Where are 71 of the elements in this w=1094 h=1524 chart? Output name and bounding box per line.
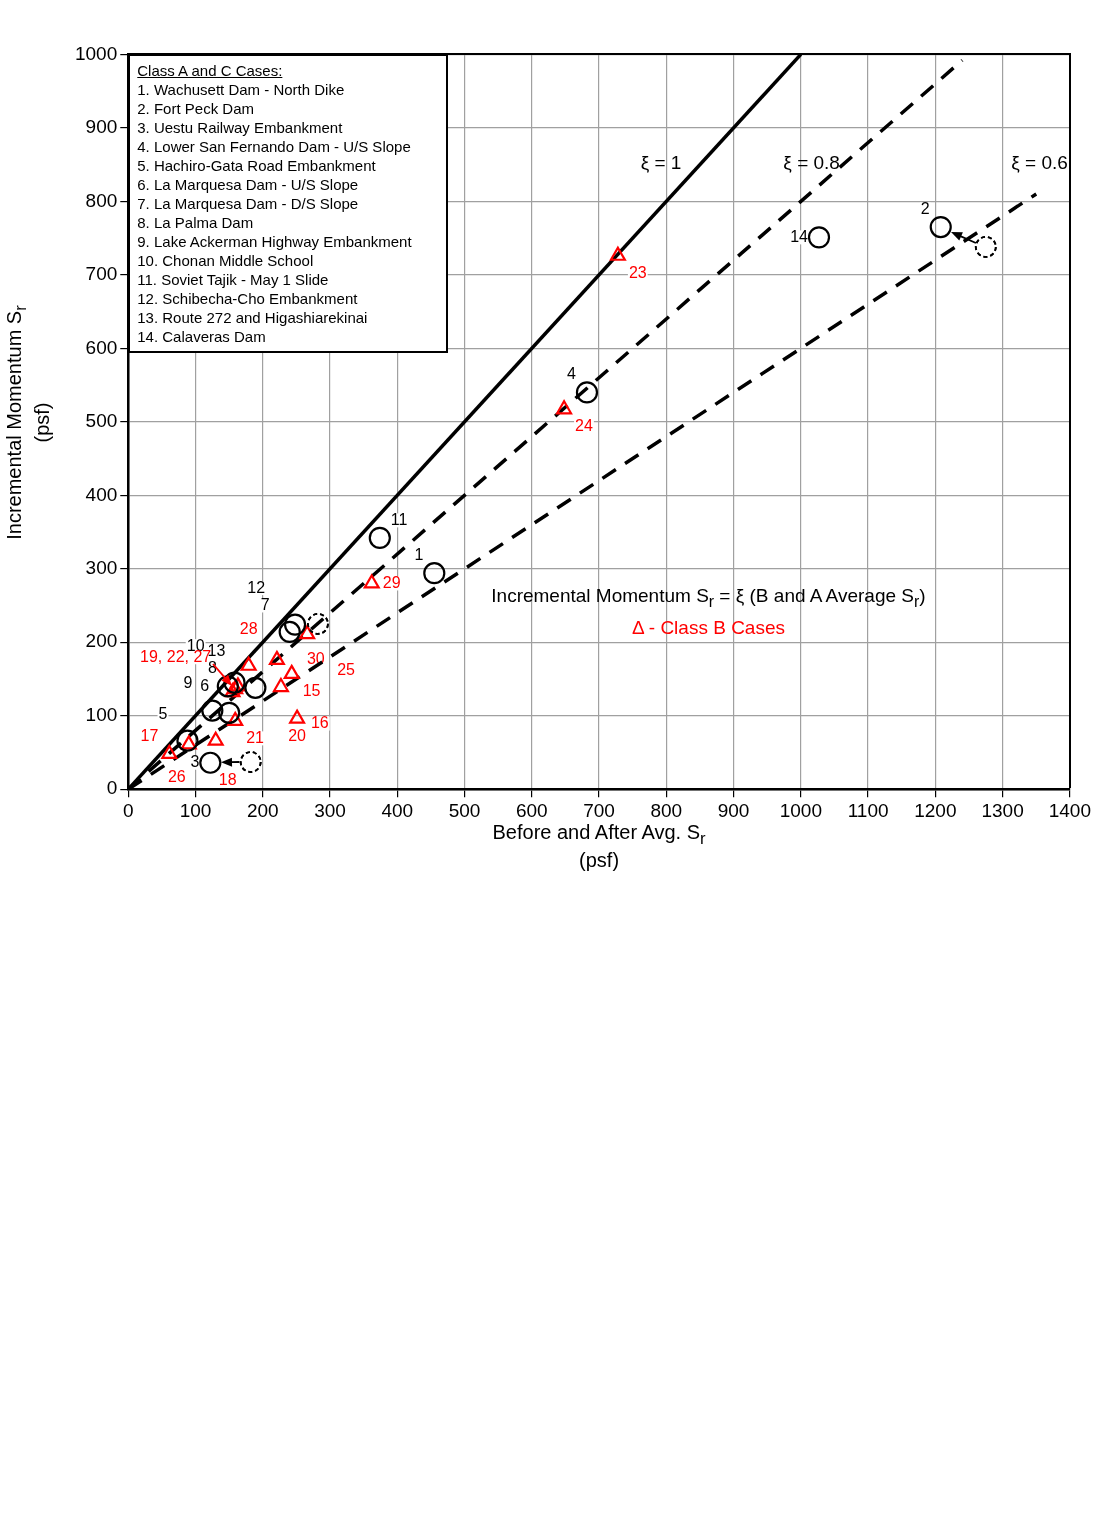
x-tick-label: 300 [314, 799, 346, 821]
y-tick-label: 1000 [74, 42, 118, 64]
x-tick-label: 1300 [981, 799, 1024, 821]
y-tick-label: 900 [85, 116, 118, 138]
annotation: 12 [247, 578, 266, 596]
annotation: 16 [310, 713, 329, 731]
annotation: 28 [239, 619, 258, 637]
annotation: Class A and C Cases: [137, 61, 284, 81]
annotation: ξ = 0.6 [1011, 152, 1068, 175]
annotation: 7 [260, 595, 270, 613]
annotation: Δ - Class B Cases [630, 616, 786, 641]
annotation: 6. La Marquesa Dam - U/S Slope [137, 175, 360, 195]
annotation: 2 [920, 199, 930, 217]
y-tick-label: 200 [85, 630, 118, 652]
annotation: 14. Calaveras Dam [137, 327, 267, 347]
annotation: 23 [628, 263, 647, 281]
annotation: 21 [246, 728, 265, 746]
annotation: 2. Fort Peck Dam [137, 99, 255, 119]
y-tick-label: 0 [106, 777, 118, 799]
annotation: 4 [567, 365, 577, 383]
x-tick-label: 100 [179, 799, 212, 821]
x-tick-label: 1100 [847, 799, 889, 821]
annotation: Incremental Momentum S$_{r}$ = ξ (B and A Average S$_{r}$) [491, 584, 926, 613]
annotation: 25 [337, 661, 356, 679]
y-tick-label: 400 [85, 483, 118, 505]
annotation: 3 [190, 753, 200, 771]
annotation: 7. La Marquesa Dam - D/S Slope [137, 194, 360, 214]
annotation: 1. Wachusett Dam - North Dike [137, 80, 346, 100]
x-tick-label: 400 [381, 799, 414, 821]
annotation: 9. Lake Ackerman Highway Embankment [137, 232, 413, 252]
annotation: 26 [167, 767, 186, 785]
annotation: 9 [183, 674, 193, 692]
annotation: 5. Hachiro-Gata Road Embankment [137, 156, 377, 176]
annotation: 20 [288, 726, 307, 744]
annotation: 18 [218, 771, 237, 789]
annotation: 17 [140, 726, 159, 744]
y-tick-label: 100 [85, 703, 118, 725]
annotation: 8. La Palma Dam [137, 213, 255, 233]
y-tick-label: 600 [85, 336, 118, 358]
annotation: 8 [207, 659, 217, 677]
annotation: ξ = 0.8 [783, 152, 840, 175]
text: Before and After Avg. S$_{r}$ (psf) [492, 821, 706, 872]
x-tick-label: 600 [515, 799, 548, 821]
x-tick-label: 1000 [779, 799, 822, 821]
annotation: 3. Uestu Railway Embankment [137, 118, 344, 138]
annotation: 13. Route 272 and Higashiarekinai [137, 308, 369, 328]
annotation: 5 [158, 704, 168, 722]
annotation: 11 [390, 510, 408, 528]
x-tick-label: 200 [246, 799, 279, 821]
annotation: ξ = 1 [640, 152, 682, 175]
annotation: 4. Lower San Fernando Dam - U/S Slope [137, 137, 412, 157]
annotation: 6 [200, 676, 210, 694]
annotation: 24 [575, 417, 593, 435]
y-tick-label: 300 [85, 556, 118, 578]
annotation: 29 [382, 573, 401, 591]
y-tick-label: 800 [85, 189, 118, 211]
x-tick-label: 1200 [914, 799, 957, 821]
x-tick-label: 1400 [1048, 799, 1092, 821]
annotation: 14 [790, 227, 809, 245]
annotation: 15 [302, 681, 321, 699]
y-tick-label: 700 [85, 263, 118, 285]
annotation: 10. Chonan Middle School [137, 251, 315, 271]
x-tick-label: 800 [650, 799, 683, 821]
annotation: 1 [414, 546, 424, 564]
x-tick-label: 900 [717, 799, 750, 821]
y-tick-label: 500 [85, 410, 118, 432]
x-tick-label: 0 [122, 799, 134, 821]
x-tick-label: 500 [448, 799, 481, 821]
annotation: 11. Soviet Tajik - May 1 Slide [137, 270, 330, 290]
annotation: 12. Schibecha-Cho Embankment [137, 289, 359, 309]
x-tick-label: 700 [583, 799, 615, 821]
